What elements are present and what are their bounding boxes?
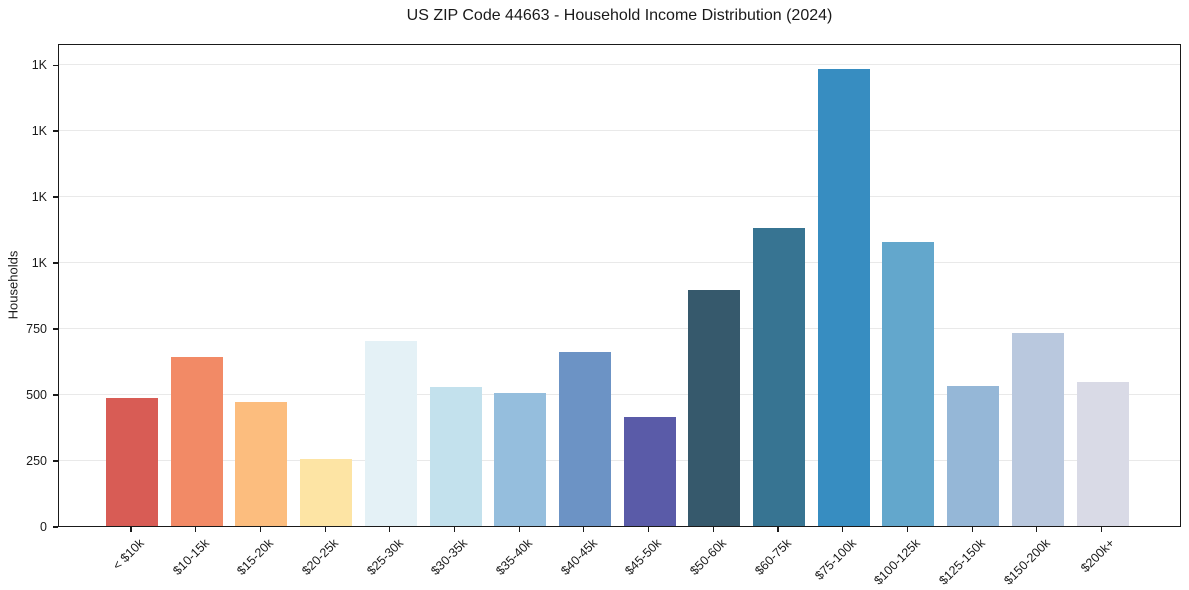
bar: [300, 458, 353, 526]
bar: [364, 341, 417, 526]
x-tick-label: $60-75k: [752, 536, 794, 578]
x-tick-label: $15-20k: [234, 536, 277, 578]
bar: [1011, 333, 1064, 526]
x-tick: [648, 527, 650, 532]
x-tick: [842, 527, 844, 532]
x-tick-label: $10-15k: [169, 536, 212, 578]
x-tick-label: $150-200k: [1001, 536, 1053, 588]
chart-title: US ZIP Code 44663 - Household Income Dis…: [406, 7, 833, 24]
x-tick: [389, 527, 391, 532]
x-tick: [195, 527, 197, 532]
bar: [106, 398, 158, 526]
bar: [753, 227, 805, 526]
x-tick: [906, 527, 908, 532]
x-tick-label: $100-125k: [871, 536, 924, 588]
gridline: [59, 63, 1180, 65]
y-tick: [53, 460, 58, 462]
plot-area: [58, 44, 1181, 527]
x-tick-label: $200k+: [1078, 536, 1118, 576]
x-tick: [583, 527, 585, 532]
x-tick: [1036, 527, 1038, 532]
x-tick: [259, 527, 261, 532]
y-tick-label: 1K: [31, 58, 47, 73]
bar: [688, 289, 741, 526]
gridline: [59, 261, 1180, 263]
y-tick: [53, 394, 58, 396]
x-tick-label: $35-40k: [493, 536, 536, 578]
gridline: [59, 195, 1180, 197]
x-tick: [712, 527, 714, 532]
x-tick: [324, 527, 326, 532]
x-tick-label: $75-100k: [811, 536, 859, 583]
bar: [558, 351, 611, 526]
y-tick-label: 1K: [31, 124, 47, 139]
x-tick: [518, 527, 520, 532]
x-tick: [1100, 527, 1103, 532]
x-tick: [777, 527, 779, 532]
x-tick-label: $45-50k: [622, 536, 665, 578]
y-tick: [53, 328, 58, 330]
bar: [170, 357, 223, 526]
y-tick-label: 750: [26, 322, 47, 337]
x-tick-label: $50-60k: [687, 536, 730, 578]
x-tick-label: < $10k: [110, 536, 147, 573]
bar: [494, 392, 547, 526]
y-tick-label: 500: [26, 388, 47, 403]
bar: [882, 242, 935, 526]
x-tick: [453, 527, 456, 532]
bar: [235, 402, 288, 526]
y-tick: [53, 64, 58, 66]
y-tick: [53, 130, 58, 132]
x-tick-label: $40-45k: [557, 536, 600, 578]
bar: [1076, 382, 1129, 526]
x-tick-label: $125-150k: [936, 536, 989, 588]
x-tick-label: $25-30k: [363, 536, 406, 578]
x-tick: [971, 527, 973, 532]
y-tick: [53, 526, 58, 528]
x-tick-label: $20-25k: [299, 536, 342, 578]
x-tick-label: $30-35k: [428, 536, 471, 578]
y-tick-label: 1K: [31, 256, 47, 271]
bar: [623, 416, 676, 526]
gridline: [59, 393, 1180, 395]
y-tick-label: 250: [26, 454, 47, 469]
bar: [429, 387, 482, 526]
bar: [947, 386, 1000, 526]
bar: [817, 69, 870, 526]
y-tick-label: 0: [40, 520, 47, 534]
gridline: [59, 327, 1180, 329]
gridline: [59, 459, 1180, 461]
y-tick-label: 1K: [31, 190, 47, 205]
gridline: [59, 129, 1180, 131]
y-tick: [53, 262, 58, 264]
y-tick: [53, 196, 58, 198]
x-tick: [130, 527, 132, 532]
